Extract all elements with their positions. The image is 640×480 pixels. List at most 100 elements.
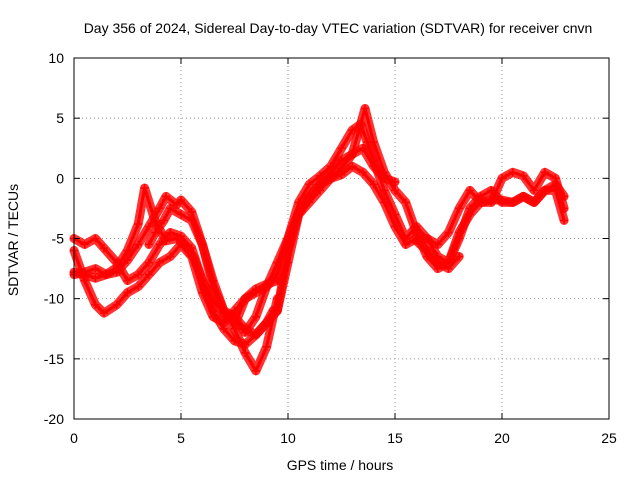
data-point (444, 264, 453, 273)
data-point (187, 216, 196, 225)
data-point (230, 324, 239, 333)
data-point (219, 306, 228, 315)
data-series (69, 104, 569, 376)
data-point (412, 236, 421, 245)
data-point (112, 300, 121, 309)
data-point (251, 285, 260, 294)
series-track-4 (69, 161, 569, 340)
data-point (232, 316, 241, 325)
data-point (80, 276, 89, 285)
data-point (455, 228, 464, 237)
data-point (369, 180, 378, 189)
y-tick-label: -20 (44, 411, 64, 427)
data-point (487, 198, 496, 207)
data-point (162, 192, 171, 201)
data-point (361, 104, 370, 113)
data-point (91, 274, 100, 283)
data-point (305, 198, 314, 207)
data-point (530, 186, 539, 195)
y-tick-label: 5 (56, 110, 64, 126)
x-tick-label: 0 (70, 430, 78, 446)
data-point (80, 268, 89, 277)
data-point (166, 204, 175, 213)
y-tick-label: -5 (52, 231, 65, 247)
series-track-5 (144, 203, 282, 376)
data-point (144, 222, 153, 231)
y-tick-label: -15 (44, 351, 64, 367)
y-tick-label: 10 (48, 50, 64, 66)
data-point (241, 324, 250, 333)
x-tick-label: 25 (601, 430, 617, 446)
data-point (337, 170, 346, 179)
x-tick-label: 15 (387, 430, 403, 446)
data-point (433, 258, 442, 267)
data-point (155, 204, 164, 213)
data-point (560, 216, 569, 225)
chart-title: Day 356 of 2024, Sidereal Day-to-day VTE… (84, 20, 593, 36)
data-point (273, 276, 282, 285)
data-point (177, 195, 185, 204)
data-point (241, 348, 250, 357)
data-point (151, 228, 160, 237)
data-point (241, 294, 250, 303)
data-point (219, 324, 228, 333)
data-point (187, 208, 196, 217)
x-tick-label: 5 (177, 430, 185, 446)
data-point (519, 171, 528, 180)
series-track-2 (69, 119, 569, 328)
axis-ticks: 0 5 10 15 20 25 -20 -15 -10 -5 0 5 10 (44, 50, 617, 446)
data-point (326, 162, 335, 171)
data-point (284, 246, 292, 255)
data-point (134, 270, 143, 279)
data-point (187, 244, 196, 253)
data-point (316, 171, 325, 180)
data-point (560, 204, 569, 213)
data-point (134, 240, 143, 249)
data-point (358, 168, 367, 177)
data-point (262, 342, 271, 351)
series-line (147, 206, 279, 373)
data-point (102, 270, 111, 279)
series-track-7 (411, 236, 464, 274)
x-axis-title: GPS time / hours (287, 457, 394, 473)
data-point (144, 240, 153, 249)
x-tick-label: 10 (280, 430, 296, 446)
data-point (455, 252, 464, 261)
data-point (348, 162, 357, 171)
data-point (380, 168, 389, 177)
data-point (540, 168, 549, 177)
data-point (123, 276, 132, 285)
data-point (401, 240, 410, 249)
data-point (476, 198, 485, 207)
data-point (401, 198, 410, 207)
data-point (465, 210, 474, 219)
data-point (251, 366, 260, 375)
data-point (159, 216, 168, 225)
data-point (134, 282, 143, 291)
data-point (144, 270, 153, 279)
data-point (198, 276, 207, 285)
data-point (262, 280, 271, 289)
data-point (209, 306, 218, 315)
data-point (391, 222, 399, 231)
data-point (294, 210, 303, 219)
data-point (508, 198, 517, 207)
data-point (134, 220, 143, 229)
data-point (112, 268, 121, 277)
data-point (444, 228, 453, 237)
data-point (498, 174, 506, 183)
data-point (155, 240, 164, 249)
data-point (369, 138, 378, 147)
data-point (530, 198, 539, 207)
data-point (177, 210, 185, 219)
data-point (273, 294, 282, 303)
data-point (123, 256, 132, 265)
data-point (166, 252, 175, 261)
data-point (519, 192, 528, 201)
data-point (508, 168, 517, 177)
data-point (91, 234, 100, 243)
data-point (498, 195, 506, 204)
data-point (91, 264, 100, 273)
data-point (423, 234, 432, 243)
series-track-6 (232, 276, 282, 325)
